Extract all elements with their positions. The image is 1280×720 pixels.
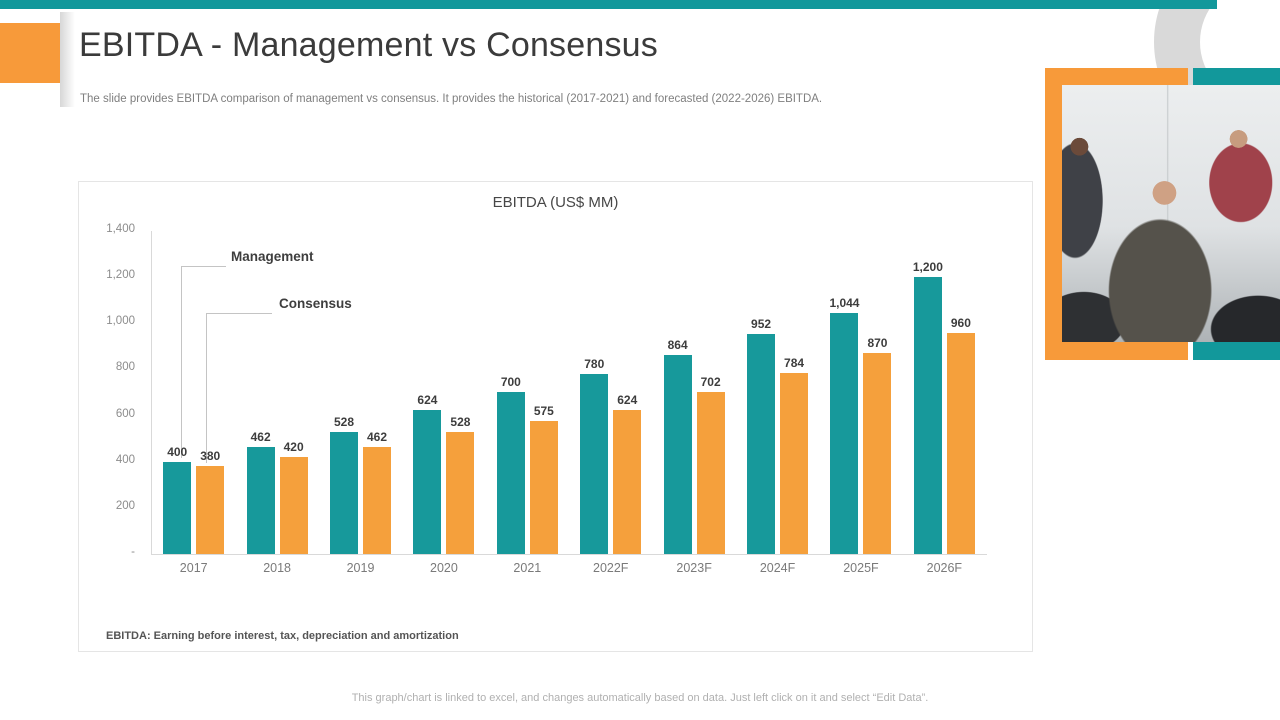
bar-management-2026f[interactable]: 1,200 [913,260,943,554]
bar-value-label: 864 [667,338,688,352]
bar-management-2019[interactable]: 528 [330,415,359,554]
bar-value-label: 462 [250,430,271,444]
legend-management[interactable]: Management [231,249,314,264]
x-tick-label: 2025F [843,561,879,575]
x-tick-label: 2018 [263,561,292,575]
x-tick-label: 2024F [759,561,796,575]
bar-value-label: 1,044 [829,296,860,310]
bar-consensus-2019[interactable]: 462 [363,430,392,554]
bar-group-2023f: 864 702 [652,231,735,554]
bar-management-2018[interactable]: 462 [246,430,275,554]
bar-group-2018: 462 420 [235,231,318,554]
legend-callout-consensus-line-v [206,313,207,463]
y-tick-label: - [131,546,135,558]
bar-value-label: 400 [167,445,188,459]
bar-management-2023f[interactable]: 864 [663,338,692,554]
bar-consensus-2022f[interactable]: 624 [613,393,642,554]
bar-management-2025f[interactable]: 1,044 [829,296,859,554]
bar-value-label: 575 [533,404,554,418]
bar-group-2026f: 1,200 960 [903,231,986,554]
bar-group-2017: 400 380 [152,231,235,554]
bar-consensus-2025f[interactable]: 870 [863,336,892,554]
x-tick-label: 2022F [593,561,629,575]
bar-value-label: 624 [617,393,638,407]
x-tick-label: 2019 [346,561,375,575]
legend-callout-consensus-line-h [206,313,272,314]
legend-consensus[interactable]: Consensus [279,296,352,311]
bar-consensus-2018[interactable]: 420 [279,440,308,554]
y-tick-label: 1,400 [106,223,135,235]
bar-group-2022f: 780 624 [569,231,652,554]
x-tick-label: 2020 [430,561,458,575]
legend-callout-management-line-h [181,266,226,267]
bar-group-2025f: 1,044 870 [819,231,902,554]
x-tick-label: 2017 [179,561,208,575]
bar-value-label: 1,200 [912,260,943,274]
title-edge-shadow [60,12,75,107]
bar-management-2017[interactable]: 400 [163,445,192,554]
bar-consensus-2026f[interactable]: 960 [946,316,975,554]
y-axis-line [151,231,152,554]
bar-value-label: 784 [784,356,805,370]
bar-value-label: 702 [700,375,721,389]
top-accent-bar [0,0,1217,9]
bar-consensus-2024f[interactable]: 784 [780,356,809,554]
bar-group-2024f: 952 784 [736,231,819,554]
bar-management-2020[interactable]: 624 [413,393,442,554]
legend-callout-management-line-v [181,266,182,458]
bar-consensus-2021[interactable]: 575 [529,404,558,554]
bar-group-2019: 528 462 [319,231,402,554]
office-meeting-photo [1062,85,1280,342]
y-tick-label: 800 [115,361,135,374]
x-tick-label: 2026F [926,561,963,575]
bar-consensus-2020[interactable]: 528 [446,415,475,554]
bar-group-2020: 624 528 [402,231,485,554]
bar-group-2021: 700 575 [486,231,569,554]
bar-management-2022f[interactable]: 780 [580,357,609,554]
y-tick-label: 400 [115,453,135,466]
orange-accent-square [0,23,60,83]
bar-value-label: 420 [283,440,304,454]
bar-value-label: 960 [950,316,971,330]
y-tick-label: 1,200 [106,269,135,282]
bar-value-label: 528 [450,415,471,429]
bar-value-label: 528 [334,415,355,429]
page-title: EBITDA - Management vs Consensus [79,26,658,64]
y-tick-label: 600 [115,407,135,420]
chart-title: EBITDA (US$ MM) [492,194,619,211]
bar-consensus-2017[interactable]: 380 [196,449,225,554]
edit-data-note: This graph/chart is linked to excel, and… [351,692,929,704]
bar-management-2021[interactable]: 700 [496,375,525,554]
x-tick-label: 2021 [513,561,542,575]
bar-management-2024f[interactable]: 952 [747,317,776,554]
bar-value-label: 870 [867,336,888,350]
bar-value-label: 380 [200,449,221,463]
chart-card[interactable]: EBITDA (US$ MM) 1,400 1,200 1,000 800 600 400… [78,181,1033,652]
y-tick-label: 1,000 [106,315,135,328]
y-tick-label: 200 [115,499,135,512]
bar-value-label: 462 [367,430,388,444]
bar-value-label: 624 [417,393,438,407]
x-axis-labels: 2017 2018 2019 2020 2021 2022F 2023F 2024F 2025F… [152,561,986,575]
chart-footnote: EBITDA: Earning before interest, tax, de… [106,630,459,642]
bar-consensus-2023f[interactable]: 702 [696,375,725,554]
x-tick-label: 2023F [676,561,712,575]
bar-value-label: 952 [751,317,772,331]
slide-subtitle: The slide provides EBITDA comparison of … [80,93,823,105]
x-axis-line [151,554,987,555]
bar-value-label: 780 [584,357,605,371]
bar-value-label: 700 [500,375,521,389]
bar-chart-plot-area: 400 380 462 420 528 462 624 528 700 575 780 624 864 7… [152,231,986,554]
